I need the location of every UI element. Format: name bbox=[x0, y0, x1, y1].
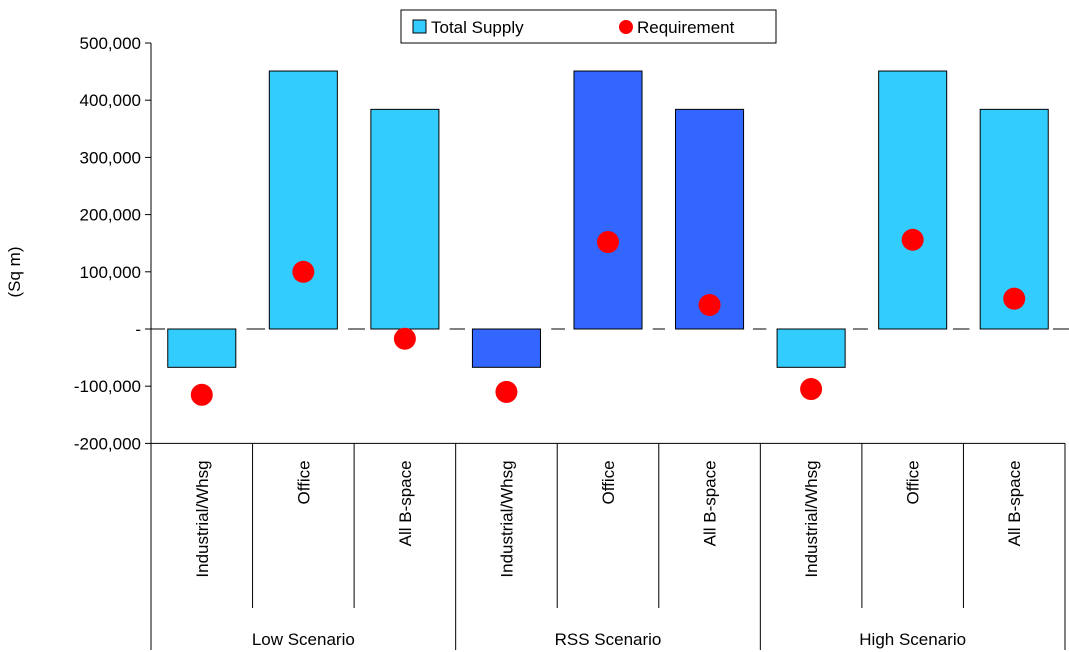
legend-label-total-supply: Total Supply bbox=[431, 18, 524, 37]
x-category-label: All B-space bbox=[1005, 460, 1024, 546]
marker-requirement bbox=[1003, 287, 1026, 310]
y-tick-label: -200,000 bbox=[74, 434, 141, 453]
y-tick-label: 100,000 bbox=[80, 263, 141, 282]
bar-total-supply bbox=[573, 70, 643, 330]
marker-requirement bbox=[901, 228, 924, 251]
bar-total-supply bbox=[471, 328, 541, 368]
bars-layer bbox=[167, 70, 1049, 368]
x-category-label: Office bbox=[904, 460, 923, 504]
x-category-label: All B-space bbox=[701, 460, 720, 546]
y-tick-label: 300,000 bbox=[80, 148, 141, 167]
bar-total-supply bbox=[675, 108, 745, 330]
x-category-label: Office bbox=[294, 460, 313, 504]
y-tick-label: -100,000 bbox=[74, 377, 141, 396]
marker-requirement bbox=[393, 327, 416, 350]
markers-layer bbox=[190, 228, 1026, 406]
x-category-label: All B-space bbox=[396, 460, 415, 546]
x-category-label: Office bbox=[599, 460, 618, 504]
bar-total-supply bbox=[268, 70, 338, 330]
y-axis: 500,000 400,000 300,000 200,000 100,000 - -100… bbox=[74, 34, 152, 453]
legend-swatch-total-supply bbox=[412, 19, 427, 34]
legend-marker-requirement bbox=[619, 20, 633, 34]
bar-total-supply bbox=[776, 328, 846, 368]
y-tick-label: 500,000 bbox=[80, 34, 141, 53]
bar-total-supply bbox=[167, 328, 237, 368]
x-group-label: Low Scenario bbox=[252, 630, 355, 649]
legend-label-requirement: Requirement bbox=[637, 18, 735, 37]
x-group-label: High Scenario bbox=[859, 630, 966, 649]
legend: Total Supply Requirement bbox=[400, 9, 777, 44]
legend-box bbox=[400, 9, 777, 44]
marker-requirement bbox=[597, 231, 619, 254]
y-axis-label: (Sq m) bbox=[5, 247, 24, 298]
marker-requirement bbox=[800, 378, 823, 401]
bar-total-supply bbox=[370, 108, 440, 330]
x-category-label: Industrial/Whsg bbox=[802, 460, 821, 577]
marker-requirement bbox=[292, 260, 315, 283]
y-tick-label: 400,000 bbox=[80, 91, 141, 110]
marker-requirement bbox=[190, 383, 213, 406]
x-category-label: Industrial/Whsg bbox=[193, 460, 212, 577]
marker-requirement bbox=[698, 293, 721, 316]
bar-total-supply bbox=[878, 70, 948, 330]
x-category-label: Industrial/Whsg bbox=[497, 460, 516, 577]
x-axis: Industrial/Whsg Office All B-space Industri… bbox=[145, 328, 1069, 650]
marker-requirement bbox=[495, 380, 518, 403]
y-tick-label: 200,000 bbox=[80, 206, 141, 225]
x-group-label: RSS Scenario bbox=[555, 630, 662, 649]
y-tick-label: - bbox=[135, 320, 141, 339]
